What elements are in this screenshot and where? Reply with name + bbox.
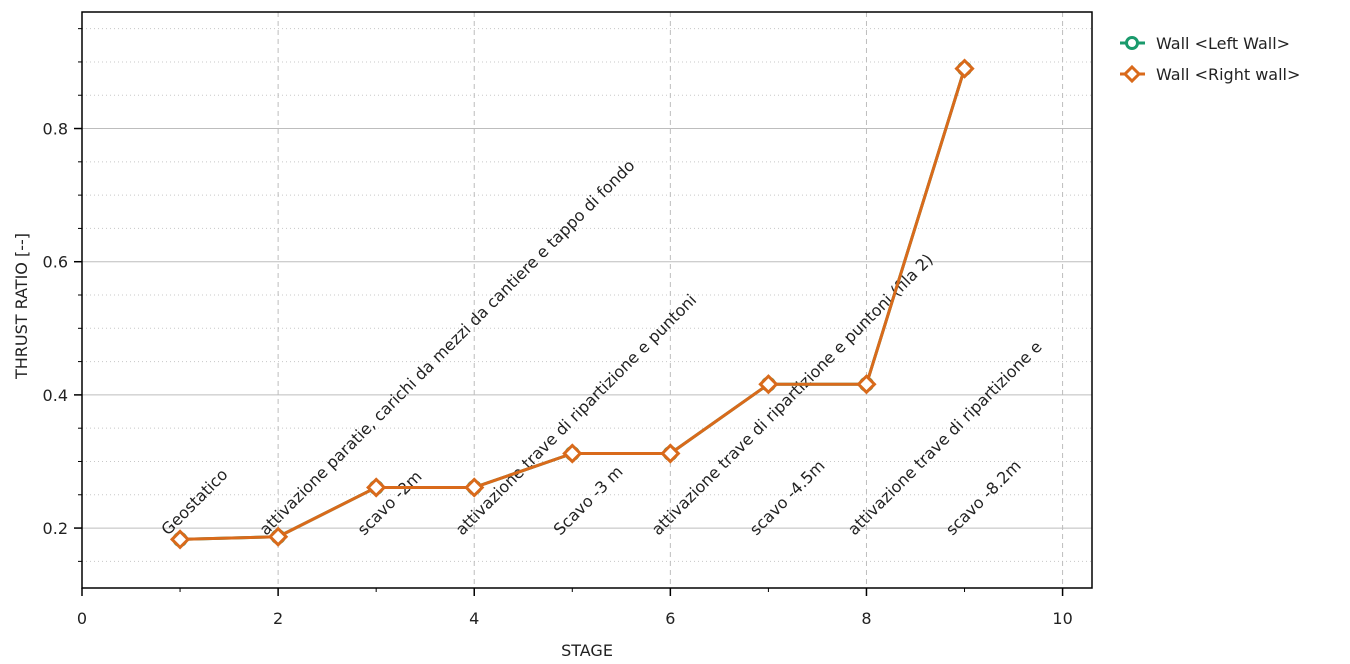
y-axis-title: THRUST RATIO [--] (12, 233, 31, 380)
x-tick-label: 4 (469, 609, 479, 628)
x-tick-label: 6 (665, 609, 675, 628)
legend-label: Wall <Left Wall> (1156, 34, 1290, 53)
data-point (954, 58, 975, 79)
x-tick-label: 10 (1052, 609, 1072, 628)
plot-frame (81, 11, 1093, 589)
y-tick-label: 0.4 (43, 386, 68, 405)
stage-label: scavo -8.2m (942, 456, 1025, 539)
data-point (169, 529, 191, 550)
stage-label: scavo -4.5m (746, 456, 829, 539)
data-point (660, 443, 681, 464)
stage-label: attivazione paratie, carichi da mezzi da… (256, 156, 639, 539)
y-tick-label: 0.8 (43, 120, 68, 139)
x-tick-label: 8 (861, 609, 871, 628)
x-tick-label: 0 (77, 609, 87, 628)
x-tick-label: 2 (273, 609, 283, 628)
ticks: 0.2 0.4 0.6 0.8 0 2 4 6 8 10 (43, 28, 1073, 628)
legend-marker (1122, 64, 1142, 84)
stage-label: Scavo -3 m (550, 462, 627, 539)
data-point (562, 443, 583, 464)
series-line (180, 68, 966, 541)
stage-labels: Geostatico attivazione paratie, carichi d… (157, 156, 1045, 539)
stage-label: attivazione trave di ripartizione e (844, 337, 1046, 539)
data-point (464, 477, 485, 498)
data-point (267, 526, 289, 547)
data-point (366, 477, 387, 498)
legend-marker (1125, 36, 1139, 50)
legend-label: Wall <Right wall> (1156, 65, 1300, 84)
y-tick-label: 0.2 (43, 519, 68, 538)
data-point (758, 374, 779, 395)
x-axis-title: STAGE (561, 641, 613, 660)
series (169, 58, 975, 550)
legend: Wall <Left Wall> Wall <Right wall> (1120, 34, 1300, 84)
data-point (856, 374, 877, 395)
y-tick-label: 0.6 (43, 253, 68, 272)
series-line (180, 68, 966, 541)
